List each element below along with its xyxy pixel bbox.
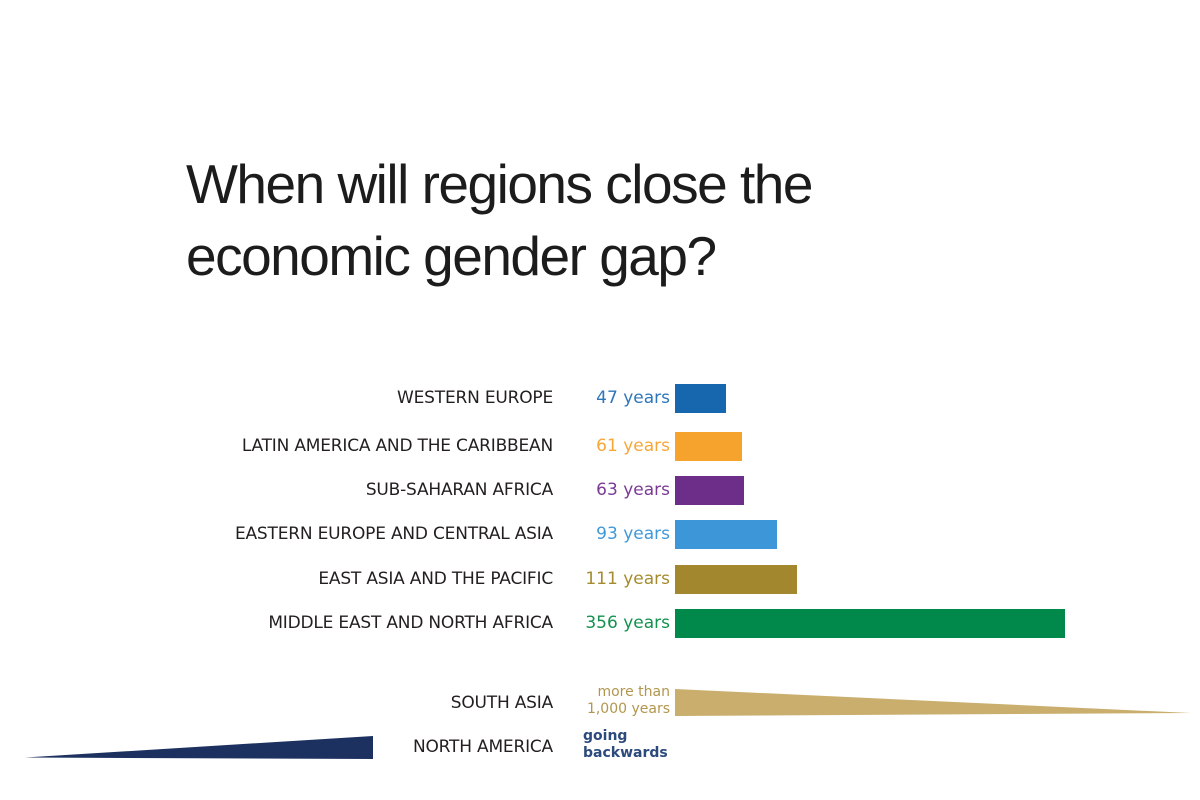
chart-title-line2: economic gender gap? <box>186 225 717 287</box>
bar <box>675 609 1065 638</box>
bar <box>675 564 797 594</box>
bar-row-sub-saharan-africa: SUB-SAHARAN AFRICA 63 years <box>0 476 1200 505</box>
value-label: 47 years <box>596 388 670 408</box>
tapered-bar-north-america <box>25 736 373 759</box>
region-label: SUB-SAHARAN AFRICA <box>365 480 553 500</box>
value-label: 93 years <box>596 524 670 544</box>
bar <box>675 432 742 461</box>
value-label: 356 years <box>585 613 670 633</box>
region-label: MIDDLE EAST AND NORTH AFRICA <box>268 613 553 633</box>
value-label-south-asia: more than 1,000 years <box>586 684 670 717</box>
region-label-north-america: NORTH AMERICA <box>412 737 553 757</box>
bar-row-western-europe: WESTERN EUROPE 47 years <box>0 384 1200 413</box>
bar-row-east-asia: EAST ASIA AND THE PACIFIC 111 years <box>0 564 1200 594</box>
bar-row-latin-america: LATIN AMERICA AND THE CARIBBEAN 61 years <box>0 432 1200 461</box>
value-label: 61 years <box>596 436 670 456</box>
region-label: EAST ASIA AND THE PACIFIC <box>318 568 553 589</box>
bar-row-middle-east: MIDDLE EAST AND NORTH AFRICA 356 years <box>0 609 1200 638</box>
region-label: WESTERN EUROPE <box>397 388 553 408</box>
value-label-north-america: going backwards <box>583 728 668 761</box>
region-label: EASTERN EUROPE AND CENTRAL ASIA <box>234 524 553 544</box>
bar <box>675 384 726 413</box>
region-label: LATIN AMERICA AND THE CARIBBEAN <box>241 436 553 456</box>
region-label-south-asia: SOUTH ASIA <box>450 693 553 713</box>
bar <box>675 520 777 549</box>
bar-row-eastern-europe: EASTERN EUROPE AND CENTRAL ASIA 93 years <box>0 520 1200 549</box>
value-label: 111 years <box>585 568 670 589</box>
bar <box>675 476 744 505</box>
chart-title: When will regions close the economic gend… <box>186 148 813 292</box>
value-label: 63 years <box>596 480 670 500</box>
chart-title-line1: When will regions close the <box>186 153 813 215</box>
tapered-bar-south-asia <box>675 689 1191 716</box>
